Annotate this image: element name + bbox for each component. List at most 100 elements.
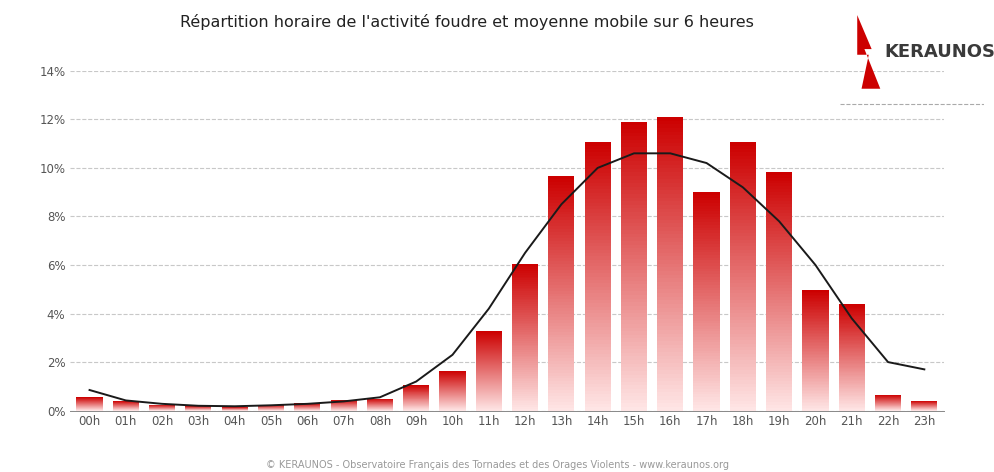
- Bar: [802, 351, 829, 352]
- Bar: [657, 202, 683, 205]
- Bar: [730, 169, 755, 173]
- Bar: [476, 331, 502, 333]
- Bar: [730, 360, 755, 364]
- Bar: [694, 255, 720, 258]
- Bar: [621, 255, 647, 259]
- Bar: [694, 397, 720, 400]
- Bar: [512, 370, 538, 372]
- Bar: [476, 399, 502, 400]
- Bar: [802, 373, 829, 375]
- Bar: [802, 333, 829, 334]
- Bar: [657, 135, 683, 139]
- Bar: [439, 396, 465, 397]
- Bar: [584, 401, 610, 404]
- Bar: [549, 291, 575, 294]
- Bar: [621, 310, 647, 313]
- Bar: [549, 308, 575, 311]
- Bar: [802, 356, 829, 358]
- Bar: [657, 334, 683, 337]
- Bar: [839, 360, 865, 361]
- Bar: [621, 360, 647, 364]
- Bar: [657, 370, 683, 374]
- Bar: [512, 282, 538, 284]
- Bar: [802, 394, 829, 396]
- Bar: [476, 389, 502, 391]
- Bar: [839, 343, 865, 344]
- Bar: [512, 374, 538, 376]
- Bar: [694, 222, 720, 225]
- Bar: [439, 406, 465, 407]
- Bar: [621, 292, 647, 295]
- Bar: [584, 186, 610, 189]
- Bar: [694, 277, 720, 279]
- Bar: [802, 337, 829, 338]
- Bar: [802, 385, 829, 387]
- Bar: [802, 334, 829, 336]
- Bar: [549, 361, 575, 364]
- Bar: [730, 380, 755, 384]
- Bar: [802, 320, 829, 322]
- Bar: [657, 381, 683, 385]
- Bar: [621, 338, 647, 342]
- Bar: [730, 146, 755, 149]
- Bar: [621, 151, 647, 154]
- Bar: [512, 354, 538, 355]
- Bar: [766, 372, 792, 375]
- Bar: [584, 260, 610, 263]
- Bar: [439, 393, 465, 394]
- Bar: [730, 152, 755, 156]
- Bar: [476, 374, 502, 375]
- Bar: [839, 395, 865, 396]
- Bar: [621, 404, 647, 407]
- Bar: [839, 369, 865, 371]
- Bar: [549, 296, 575, 299]
- Bar: [621, 154, 647, 158]
- Bar: [766, 249, 792, 252]
- Bar: [512, 280, 538, 282]
- Bar: [694, 302, 720, 304]
- Bar: [621, 342, 647, 346]
- Bar: [584, 256, 610, 260]
- Bar: [549, 352, 575, 355]
- Bar: [621, 212, 647, 216]
- Bar: [766, 216, 792, 219]
- Bar: [694, 337, 720, 340]
- Bar: [766, 264, 792, 267]
- Bar: [694, 323, 720, 326]
- Bar: [621, 169, 647, 172]
- Bar: [512, 299, 538, 301]
- Bar: [621, 237, 647, 241]
- Bar: [657, 330, 683, 334]
- Bar: [802, 362, 829, 364]
- Bar: [802, 379, 829, 380]
- Bar: [694, 304, 720, 307]
- Bar: [476, 380, 502, 381]
- Bar: [512, 381, 538, 383]
- Bar: [512, 301, 538, 303]
- Bar: [512, 361, 538, 363]
- Bar: [512, 378, 538, 379]
- Bar: [802, 378, 829, 379]
- Bar: [476, 375, 502, 376]
- Bar: [694, 340, 720, 342]
- Bar: [839, 404, 865, 405]
- Bar: [766, 184, 792, 186]
- Bar: [694, 217, 720, 219]
- Bar: [584, 407, 610, 411]
- Bar: [549, 396, 575, 399]
- Bar: [439, 410, 465, 411]
- Bar: [476, 366, 502, 367]
- Bar: [657, 249, 683, 253]
- Bar: [694, 372, 720, 375]
- Bar: [802, 300, 829, 301]
- Bar: [549, 267, 575, 270]
- Bar: [839, 381, 865, 383]
- Bar: [802, 310, 829, 312]
- Bar: [476, 410, 502, 411]
- Bar: [694, 247, 720, 250]
- Bar: [802, 336, 829, 337]
- Polygon shape: [857, 15, 881, 89]
- Bar: [439, 372, 465, 373]
- Bar: [549, 191, 575, 194]
- Bar: [439, 380, 465, 381]
